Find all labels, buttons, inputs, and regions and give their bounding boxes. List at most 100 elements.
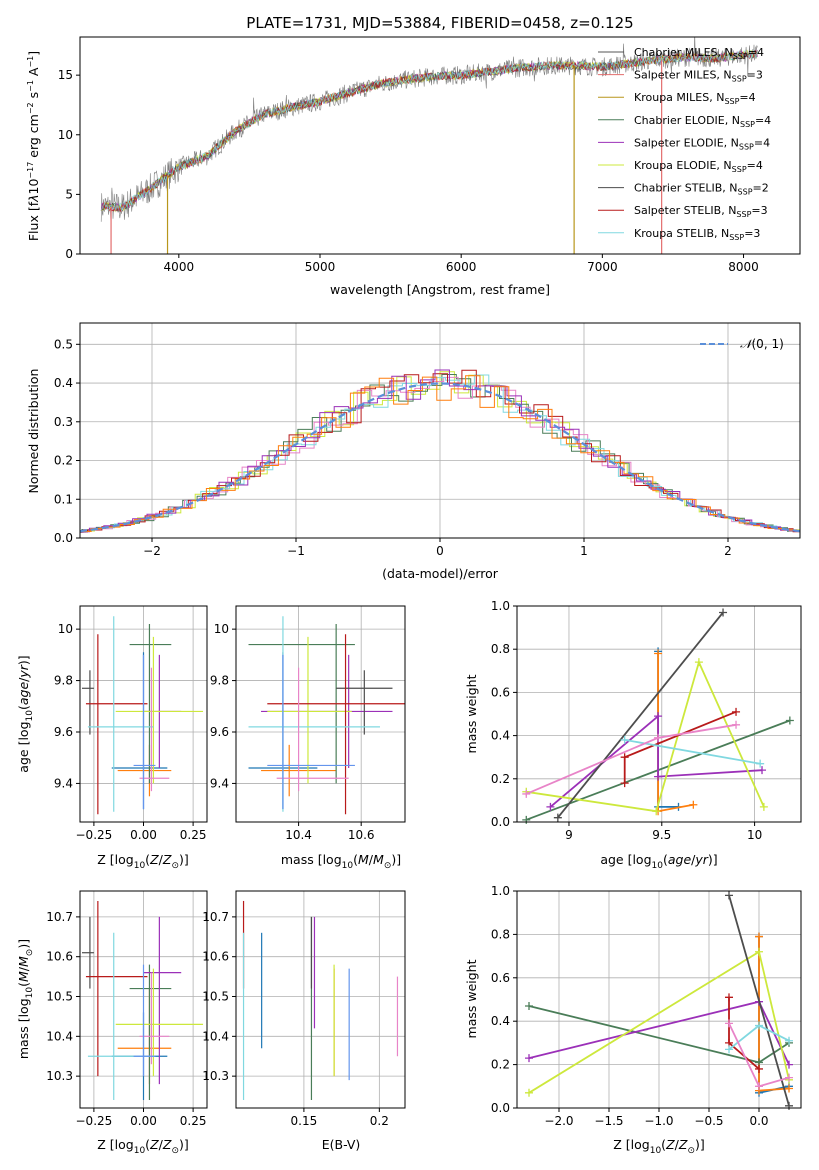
mass-weight-marker [758,766,766,774]
mass-vs-z-plot-area [80,891,207,1108]
mass-weight-marker [725,891,733,899]
mass-weight-line [550,716,762,807]
residual-histogram-step [69,377,818,538]
y-tick-label: 10 [58,128,73,142]
x-tick-label: 8000 [728,260,759,274]
mass-weight-line [526,725,736,794]
mass-weight-marker [760,803,768,811]
age-vs-mass-panel: 10.4 10.6 9.4 9.6 9.8 10 mass [log10(M/M⊙)] [210,606,405,871]
weight-vs-z-xlabel: Z [log10(Z/Z⊙)] [613,1137,705,1156]
legend-label: Salpeter STELIB, NSSP=3 [634,204,768,219]
mass-weight-line [526,662,764,811]
legend-label: Kroupa MILES, NSSP=4 [634,91,756,106]
spectrum-panel: PLATE=1731, MJD=53884, FIBERID=0458, z=0… [26,14,800,297]
weight-vs-age-ticks: 9 9.5 10 0.0 0.2 0.4 0.6 0.8 1.0 [491,599,762,842]
y-tick-label: 10 [214,622,229,636]
residual-xlabel: (data-model)/error [382,566,499,581]
weight-vs-age-ylabel: mass weight [464,674,479,753]
x-tick-label: −2 [143,544,161,558]
x-tick-label: 4000 [164,260,195,274]
y-tick-label: 0.1 [54,492,73,506]
mass-weight-marker [525,1054,533,1062]
y-tick-label: 0.3 [54,415,73,429]
mass-vs-z-ylabel: mass [log10(M/M⊙)] [16,939,35,1059]
y-tick-label: 9.6 [210,725,229,739]
y-tick-label: 5 [65,187,73,201]
mass-weight-line [658,651,678,807]
weight-vs-z-ylabel: mass weight [464,959,479,1038]
weight-vs-z-panel: −2.0 −1.5 −1.0 −0.5 0.00.00.20.40.60.81.0 Z … [464,884,801,1156]
y-tick-label: 9.6 [54,725,73,739]
y-tick-label: 1.0 [491,599,510,613]
mass-weight-marker [525,1089,533,1097]
legend-label: Chabrier STELIB, NSSP=2 [634,182,769,197]
y-tick-label: 9.4 [54,776,73,790]
x-tick-label: 0.2 [370,1114,389,1128]
mass-vs-ebv-panel: 0.15 0.2 10.3 10.4 10.5 10.6 10.7 E(B-V) [202,891,405,1152]
mass-weight-marker [732,708,740,716]
y-tick-label: 0.4 [491,1014,510,1028]
y-tick-label: 9.8 [54,674,73,688]
x-tick-label: 0.15 [291,1114,318,1128]
mass-weight-marker [755,933,763,941]
y-tick-label: 0.6 [491,685,510,699]
y-tick-label: 15 [58,68,73,82]
mass-vs-ebv-plot-area [236,891,405,1108]
y-tick-label: 0 [65,247,73,261]
mass-vs-ebv-ticks: 0.15 0.2 10.3 10.4 10.5 10.6 10.7 [202,910,389,1128]
age-vs-mass-plot-area [236,606,405,822]
mass-weight-marker [695,658,703,666]
x-tick-label: −1.0 [644,1114,673,1128]
normal-legend-label: 𝒩(0, 1) [740,337,784,351]
age-vs-z-plot-area [80,606,207,822]
mass-weight-marker [621,779,629,787]
mass-vs-z-xlabel: Z [log10(Z/Z⊙)] [97,1137,189,1156]
y-tick-label: 0.0 [54,531,73,545]
x-tick-label: 10.6 [348,828,375,842]
spectrum-title: PLATE=1731, MJD=53884, FIBERID=0458, z=0… [246,14,633,32]
y-tick-label: 0.4 [54,376,73,390]
x-tick-label: −0.25 [76,1114,113,1128]
residual-histogram-step [71,375,819,538]
y-tick-label: 10.7 [46,910,73,924]
age-vs-z-panel: −0.25 0.00 0.259.49.69.810 Z [log10(Z/Z⊙)]… [16,606,207,871]
mass-weight-marker [786,716,794,724]
residual-ylabel: Normed distribution [26,369,41,494]
y-tick-label: 10.4 [202,1029,229,1043]
legend-label: Chabrier MILES, NSSP=4 [634,46,764,61]
mass-vs-ebv-xlabel: E(B-V) [322,1137,361,1152]
mass-weight-marker [621,753,629,761]
y-tick-label: 0.4 [491,729,510,743]
x-tick-label: 0.25 [180,1114,207,1128]
x-tick-label: 5000 [305,260,336,274]
x-tick-label: 0.25 [180,828,207,842]
legend-label: Salpeter MILES, NSSP=3 [634,69,763,84]
legend-label: Kroupa STELIB, NSSP=3 [634,227,760,242]
mass-weight-marker [756,760,764,768]
mass-weight-marker [785,1102,793,1110]
x-tick-label: 10.4 [285,828,312,842]
spectrum-ylabel: Flux [fλ10−17 erg cm−2 s−1 A−1] [26,51,41,241]
x-tick-label: −2.0 [544,1114,573,1128]
y-tick-label: 0.8 [491,927,510,941]
legend-label: Salpeter ELODIE, NSSP=4 [634,136,770,151]
residual-ticks: −2 −1 0 1 2 0.0 0.1 0.2 0.3 0.4 0.5 [54,337,732,558]
y-tick-label: 0.0 [491,815,510,829]
y-tick-label: 10.5 [202,990,229,1004]
y-tick-label: 0.8 [491,642,510,656]
mass-weight-marker [755,1082,763,1090]
residual-histogram-step [68,375,817,539]
spectrum-legend: Chabrier MILES, NSSP=4 Salpeter MILES, NS… [598,46,771,242]
y-tick-label: 0.2 [491,772,510,786]
residual-plot-area [66,323,819,538]
y-tick-label: 1.0 [491,884,510,898]
mass-weight-marker [525,1002,533,1010]
weight-vs-z-plot-area [517,891,801,1110]
y-tick-label: 10.3 [46,1069,73,1083]
mass-weight-marker [732,721,740,729]
x-tick-label: 2 [724,544,732,558]
mass-weight-line [558,613,723,818]
residual-histograms [66,370,819,538]
mass-vs-z-panel: −0.25 0.00 0.25 10.3 10.4 10.5 10.6 10.7 Z [log… [16,891,207,1156]
